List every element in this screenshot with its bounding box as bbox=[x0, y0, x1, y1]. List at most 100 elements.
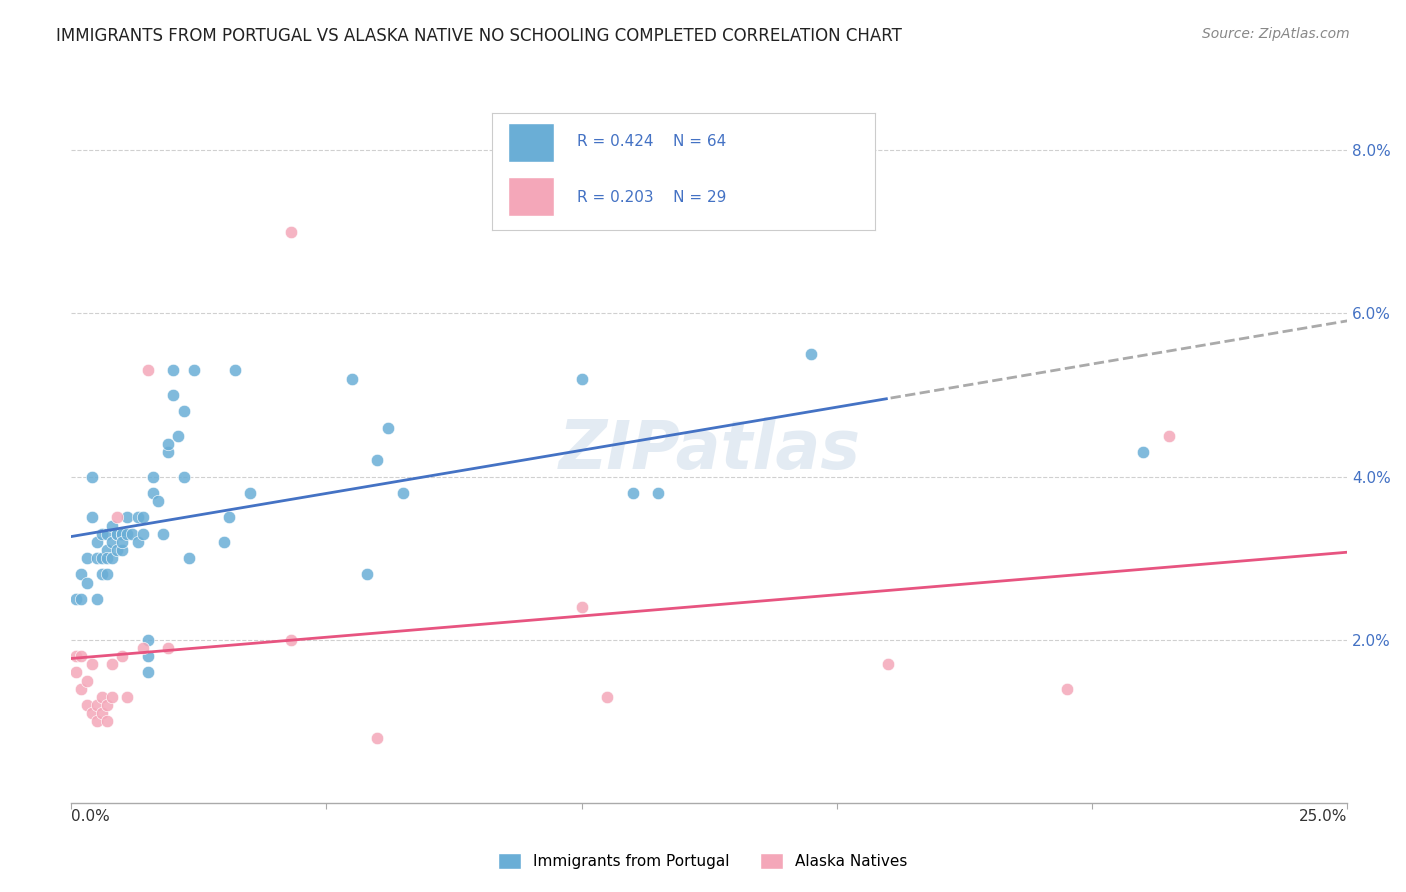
Point bbox=[90, 551, 112, 566]
Point bbox=[280, 225, 302, 239]
Point bbox=[96, 698, 118, 712]
Point bbox=[117, 526, 139, 541]
Point bbox=[136, 363, 159, 377]
Point bbox=[157, 437, 180, 451]
Point bbox=[621, 486, 644, 500]
Point bbox=[377, 420, 399, 434]
Point bbox=[571, 371, 593, 385]
Point bbox=[142, 486, 165, 500]
Point bbox=[152, 526, 174, 541]
Point bbox=[183, 363, 205, 377]
Point bbox=[157, 640, 180, 655]
Point bbox=[86, 534, 108, 549]
Point bbox=[86, 698, 108, 712]
Point bbox=[157, 445, 180, 459]
Point bbox=[111, 526, 134, 541]
Point bbox=[111, 526, 134, 541]
Point bbox=[177, 551, 200, 566]
Point bbox=[86, 551, 108, 566]
Point bbox=[366, 453, 388, 467]
Point bbox=[1157, 429, 1180, 443]
Point bbox=[70, 681, 93, 696]
Point bbox=[76, 673, 98, 688]
Point bbox=[80, 469, 103, 483]
Point bbox=[105, 510, 128, 524]
Point bbox=[96, 714, 118, 729]
Point bbox=[101, 690, 124, 704]
Point bbox=[76, 551, 98, 566]
Point bbox=[96, 551, 118, 566]
Point bbox=[90, 690, 112, 704]
Point bbox=[80, 510, 103, 524]
Point bbox=[111, 534, 134, 549]
Point bbox=[131, 640, 153, 655]
Point bbox=[800, 347, 823, 361]
Point bbox=[596, 690, 619, 704]
Point bbox=[173, 469, 195, 483]
Point bbox=[101, 657, 124, 672]
Point bbox=[340, 371, 363, 385]
Point bbox=[136, 649, 159, 664]
Point bbox=[76, 575, 98, 590]
Point bbox=[96, 567, 118, 582]
Point bbox=[366, 731, 388, 745]
Point bbox=[96, 526, 118, 541]
Point bbox=[70, 649, 93, 664]
Point bbox=[105, 543, 128, 558]
Point bbox=[136, 665, 159, 680]
Point bbox=[392, 486, 415, 500]
Point bbox=[117, 690, 139, 704]
Legend: Immigrants from Portugal, Alaska Natives: Immigrants from Portugal, Alaska Natives bbox=[492, 847, 914, 875]
Point bbox=[218, 510, 240, 524]
Point bbox=[131, 526, 153, 541]
Point bbox=[101, 518, 124, 533]
Point bbox=[101, 534, 124, 549]
Point bbox=[647, 486, 669, 500]
Point bbox=[90, 706, 112, 721]
Point bbox=[146, 494, 169, 508]
Point bbox=[127, 510, 149, 524]
Point bbox=[111, 649, 134, 664]
Point bbox=[571, 600, 593, 615]
Point bbox=[162, 388, 184, 402]
Point bbox=[117, 510, 139, 524]
Point bbox=[280, 632, 302, 647]
Text: IMMIGRANTS FROM PORTUGAL VS ALASKA NATIVE NO SCHOOLING COMPLETED CORRELATION CHA: IMMIGRANTS FROM PORTUGAL VS ALASKA NATIV… bbox=[56, 27, 903, 45]
Point bbox=[239, 486, 262, 500]
Point bbox=[136, 632, 159, 647]
Point bbox=[1056, 681, 1078, 696]
Point bbox=[86, 714, 108, 729]
Point bbox=[167, 429, 190, 443]
Point bbox=[86, 591, 108, 606]
Point bbox=[127, 534, 149, 549]
Point bbox=[356, 567, 378, 582]
Point bbox=[65, 591, 87, 606]
Text: Source: ZipAtlas.com: Source: ZipAtlas.com bbox=[1202, 27, 1350, 41]
Point bbox=[65, 649, 87, 664]
Point bbox=[70, 591, 93, 606]
Point bbox=[1132, 445, 1154, 459]
Point bbox=[111, 543, 134, 558]
Text: 25.0%: 25.0% bbox=[1299, 809, 1347, 824]
Point bbox=[96, 543, 118, 558]
Point bbox=[121, 526, 143, 541]
Point bbox=[90, 567, 112, 582]
Point bbox=[162, 363, 184, 377]
Point bbox=[214, 534, 236, 549]
Point bbox=[224, 363, 246, 377]
Point bbox=[70, 567, 93, 582]
Text: ZIPatlas: ZIPatlas bbox=[558, 417, 860, 483]
Point bbox=[90, 526, 112, 541]
Point bbox=[105, 526, 128, 541]
Point bbox=[173, 404, 195, 418]
Point bbox=[80, 706, 103, 721]
Point bbox=[65, 665, 87, 680]
Text: 0.0%: 0.0% bbox=[72, 809, 110, 824]
Point bbox=[142, 469, 165, 483]
Point bbox=[105, 526, 128, 541]
Point bbox=[76, 698, 98, 712]
Point bbox=[80, 657, 103, 672]
Point bbox=[877, 657, 900, 672]
Point bbox=[131, 510, 153, 524]
Point bbox=[101, 551, 124, 566]
